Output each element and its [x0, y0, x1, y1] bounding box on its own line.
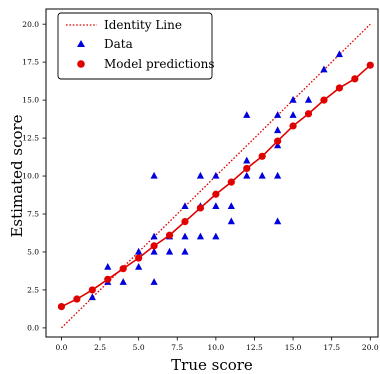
- y-tick-label: 15.0: [22, 96, 39, 105]
- model-point: [57, 303, 66, 311]
- plot-area: [45, 8, 379, 338]
- x-axis-label: True score: [171, 356, 253, 374]
- data-point: [150, 247, 158, 255]
- model-point: [135, 254, 143, 262]
- x-tick-label: 17.5: [323, 343, 340, 352]
- legend-label-identity: Identity Line: [104, 18, 182, 32]
- data-point: [181, 247, 189, 255]
- model-point: [88, 286, 96, 294]
- model-point: [289, 122, 297, 130]
- data-point: [104, 262, 112, 270]
- y-tick-label: 20.0: [22, 20, 39, 29]
- data-point: [150, 232, 158, 240]
- data-point: [274, 141, 282, 149]
- data-point: [243, 111, 251, 118]
- identity-line: [60, 23, 371, 329]
- model-point: [212, 190, 220, 198]
- data-point: [258, 171, 266, 179]
- data-point: [212, 171, 220, 179]
- y-tick-label: 0.0: [27, 323, 39, 332]
- data-point: [181, 232, 189, 240]
- data-point: [196, 232, 205, 240]
- legend: Identity Line Data Model predictions: [57, 12, 214, 80]
- data-point: [119, 278, 127, 285]
- data-point: [289, 95, 297, 103]
- model-point: [73, 295, 81, 303]
- data-point: [150, 171, 158, 179]
- model-point: [351, 75, 359, 83]
- model-point: [335, 84, 343, 92]
- model-point: [165, 231, 174, 239]
- data-point: [88, 293, 96, 301]
- data-point: [135, 262, 143, 270]
- y-tick-label: 12.5: [22, 134, 39, 143]
- y-axis-label: Estimated score: [8, 114, 26, 237]
- model-point: [227, 178, 235, 186]
- model-point: [243, 164, 251, 173]
- data-point: [227, 217, 235, 225]
- data-point: [212, 232, 220, 240]
- y-tick-label: 17.5: [22, 58, 39, 67]
- x-tick-label: 10.0: [208, 343, 225, 352]
- model-point: [150, 242, 158, 250]
- plot-frame: [45, 8, 379, 338]
- x-tick-label: 5.0: [133, 343, 145, 352]
- model-point: [320, 96, 328, 104]
- data-point: [196, 171, 205, 179]
- legend-box: [57, 12, 213, 80]
- data-point: [274, 111, 282, 118]
- data-point: [227, 202, 235, 210]
- x-tick-label: 20.0: [362, 343, 379, 352]
- ticks: 0.0 2.5 5.0 7.5 10.0 12.5 15.0 17.5 20.0 0.0 2.5 5.…: [22, 20, 379, 352]
- data-point: [243, 171, 251, 179]
- legend-label-model: Model predictions: [104, 57, 214, 71]
- model-point: [304, 110, 313, 118]
- model-point: [274, 137, 282, 145]
- x-tick-label: 12.5: [246, 343, 263, 352]
- legend-label-data: Data: [104, 37, 133, 51]
- data-point: [274, 171, 282, 179]
- x-tick-label: 7.5: [171, 343, 183, 352]
- data-point: [274, 217, 282, 225]
- data-point: [320, 65, 328, 73]
- data-point: [335, 50, 343, 58]
- x-tick-label: 2.5: [94, 343, 106, 352]
- data-point: [212, 202, 220, 210]
- data-point: [135, 247, 143, 255]
- model-point: [104, 275, 112, 283]
- data-point: [289, 111, 297, 118]
- data-point: [304, 95, 313, 103]
- model-point: [181, 217, 189, 226]
- data-point: [150, 278, 158, 285]
- legend-data-marker: [77, 40, 85, 47]
- model-point: [119, 265, 127, 273]
- y-tick-label: 7.5: [27, 210, 39, 219]
- y-tick-label: 5.0: [27, 248, 39, 257]
- data-point: [165, 247, 174, 255]
- legend-model-marker: [77, 60, 85, 68]
- model-point: [258, 152, 266, 160]
- data-point: [274, 126, 282, 134]
- x-tick-label: 15.0: [285, 343, 302, 352]
- model-point: [196, 204, 205, 212]
- y-tick-label: 2.5: [27, 286, 39, 295]
- model-point: [366, 61, 374, 69]
- y-tick-label: 10.0: [22, 172, 39, 181]
- x-tick-label: 0.0: [55, 343, 67, 352]
- data-point: [181, 202, 189, 210]
- data-point: [243, 156, 251, 164]
